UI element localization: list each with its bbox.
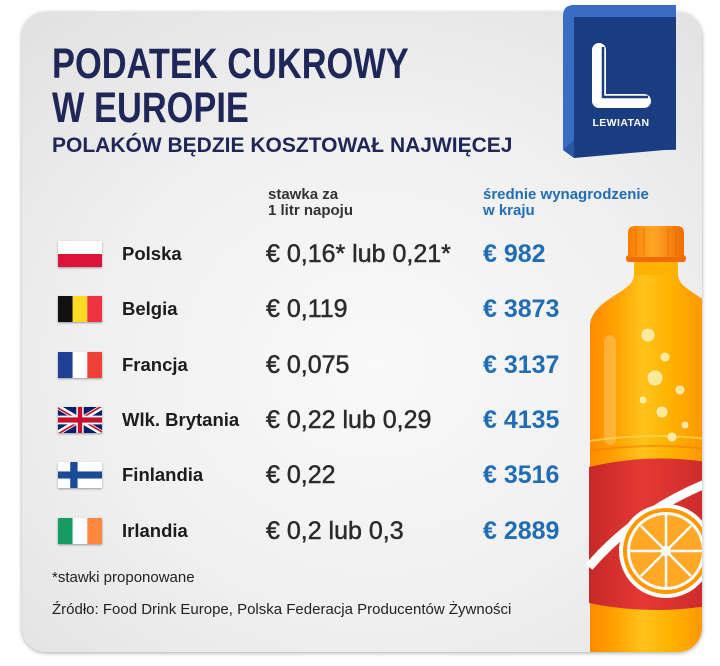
average-salary: € 2889 xyxy=(483,516,560,545)
ireland-flag-icon xyxy=(58,518,102,544)
finland-flag-icon xyxy=(58,462,102,488)
country-name: Belgia xyxy=(122,298,178,319)
tax-rate: € 0,22 xyxy=(266,460,336,489)
average-salary: € 3873 xyxy=(483,294,560,323)
tax-rate: € 0,2 lub 0,3 xyxy=(266,516,404,545)
country-name: Irlandia xyxy=(122,520,188,541)
poland-flag-icon xyxy=(58,241,102,267)
table-row: Belgia € 0,119 € 3873 xyxy=(0,289,580,329)
country-name: Wlk. Brytania xyxy=(122,409,240,430)
salary-column-header: średnie wynagrodzenie w kraju xyxy=(483,187,649,219)
tax-rate: € 0,16* lub 0,21* xyxy=(266,239,451,268)
logo-wordmark: LEWIATAN xyxy=(592,117,650,129)
lewiatan-ribbon-logo xyxy=(563,5,676,158)
average-salary: € 982 xyxy=(483,239,546,268)
average-salary: € 3137 xyxy=(483,350,560,379)
rate-header-line-2: 1 litr napoju xyxy=(268,202,354,219)
rate-column-header: stawka za 1 litr napoju xyxy=(268,187,353,219)
salary-header-line-1: średnie wynagrodzenie xyxy=(483,186,649,203)
country-name: Finlandia xyxy=(122,464,204,485)
tax-rate: € 0,075 xyxy=(266,350,350,379)
orange-soda-bottle-icon xyxy=(585,226,702,652)
subtitle: POLAKÓW BĘDZIE KOSZTOWAŁ NAJWIĘCEJ xyxy=(52,134,513,157)
title-line-1: PODATEK CUKROWY xyxy=(52,40,409,88)
tax-rate: € 0,22 lub 0,29 xyxy=(266,405,432,434)
lewiatan-l-logo-icon xyxy=(592,43,651,108)
tax-rate: € 0,119 xyxy=(266,294,348,323)
table-row: Irlandia € 0,2 lub 0,3 € 2889 xyxy=(0,511,580,551)
average-salary: € 3516 xyxy=(483,460,560,489)
rate-header-line-1: stawka za xyxy=(268,186,339,203)
country-name: Polska xyxy=(122,243,182,264)
table-row: Wlk. Brytania € 0,22 lub 0,29 € 4135 xyxy=(0,400,580,440)
table-row: Francja € 0,075 € 3137 xyxy=(0,345,580,385)
title-line-2: W EUROPIE xyxy=(52,84,249,132)
france-flag-icon xyxy=(58,352,102,378)
source-note: Źródło: Food Drink Europe, Polska Federa… xyxy=(52,601,512,618)
average-salary: € 4135 xyxy=(483,405,560,434)
country-name: Francja xyxy=(122,354,188,375)
table-row: Polska € 0,16* lub 0,21* € 982 xyxy=(0,234,580,274)
footnote: *stawki proponowane xyxy=(52,569,195,586)
belgium-flag-icon xyxy=(58,296,102,322)
table-row: Finlandia € 0,22 € 3516 xyxy=(0,455,580,495)
salary-header-line-2: w kraju xyxy=(483,202,535,219)
united-kingdom-flag-icon xyxy=(58,407,102,433)
